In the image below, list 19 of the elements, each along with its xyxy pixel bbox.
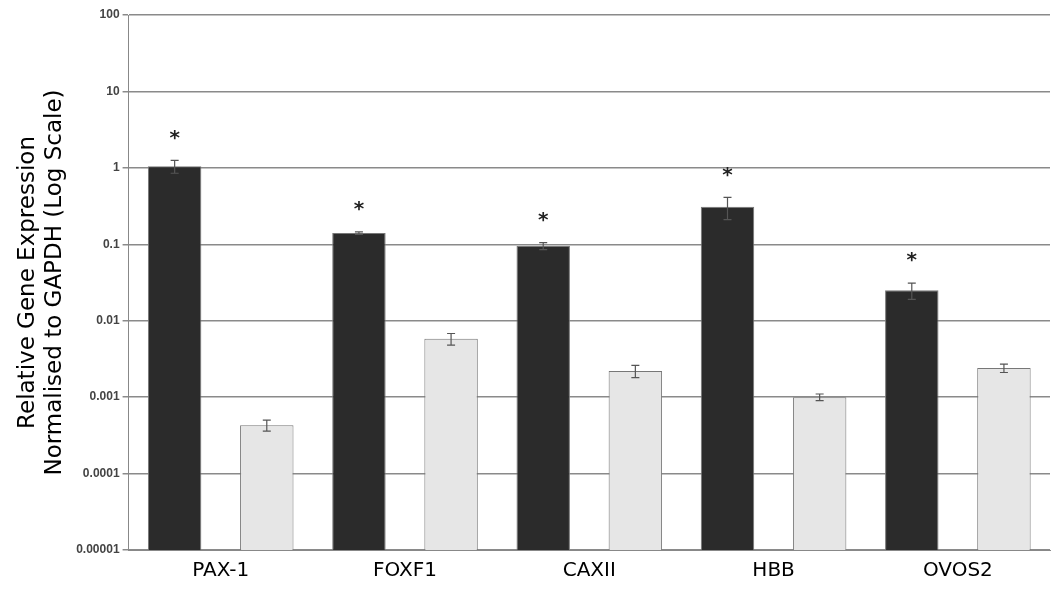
annotation: * bbox=[722, 161, 734, 186]
y-tick-label: 10 bbox=[106, 83, 120, 98]
x-tick-label: FOXF1 bbox=[373, 557, 437, 582]
annotation: * bbox=[353, 196, 365, 221]
annotation: * bbox=[906, 247, 918, 272]
x-tick-label: OVOS2 bbox=[922, 557, 993, 582]
x-tick-label: CAXII bbox=[562, 557, 616, 582]
x-tick-label: HBB bbox=[752, 557, 795, 582]
y-tick-label: 0.1 bbox=[102, 236, 120, 251]
y-tick-label: 0.001 bbox=[89, 389, 120, 404]
y-tick-label: 0.0001 bbox=[82, 465, 120, 480]
y-tick-label: 0.01 bbox=[96, 313, 120, 328]
annotation: * bbox=[537, 206, 549, 231]
y-tick-label: 100 bbox=[99, 7, 120, 22]
annotation: * bbox=[169, 124, 181, 149]
x-tick-label: PAX-1 bbox=[192, 557, 250, 582]
y-tick-label: 0.00001 bbox=[76, 542, 120, 557]
y-axis-title: Relative Gene Expression Normalised to GAPDH (Log Scale) bbox=[12, 89, 67, 476]
y-tick-label: 1 bbox=[112, 160, 120, 175]
